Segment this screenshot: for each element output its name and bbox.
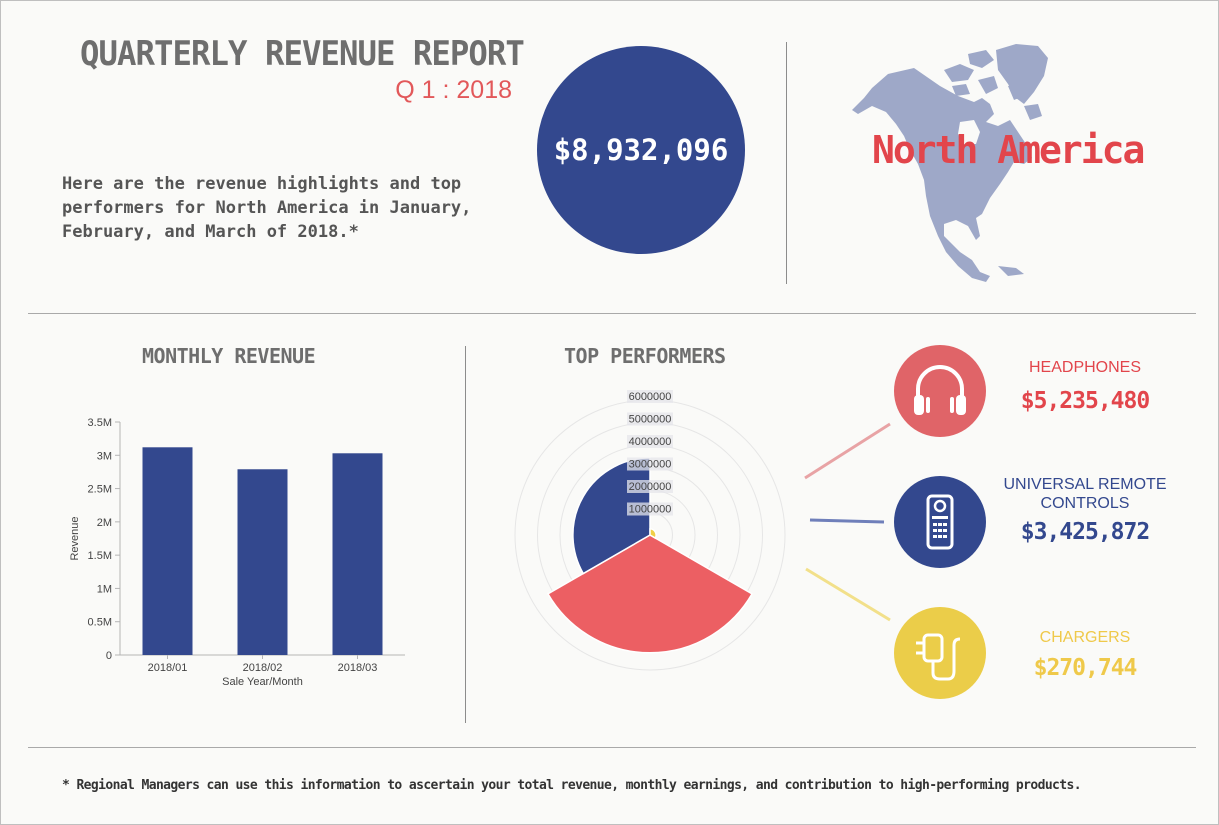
bar-2018/02 xyxy=(237,469,288,655)
monthly-revenue-title: MONTHLY REVENUE xyxy=(142,344,316,368)
radial-tick-label: 3000000 xyxy=(629,459,672,471)
bar-2018/03 xyxy=(332,453,383,655)
remote-badge xyxy=(894,476,986,568)
performer-value: $270,744 xyxy=(1033,655,1138,681)
section-divider-top xyxy=(28,313,1196,314)
y-tick-label: 3.5M xyxy=(88,417,112,429)
radial-tick-label: 4000000 xyxy=(629,436,672,448)
x-tick-label: 2018/03 xyxy=(338,662,378,674)
headphones-badge xyxy=(894,345,986,437)
radial-tick-label: 1000000 xyxy=(629,504,672,516)
performer-value: $3,425,872 xyxy=(1020,519,1150,545)
header-divider xyxy=(786,42,787,284)
y-tick-label: 0 xyxy=(106,650,112,662)
connector-remote xyxy=(809,518,885,524)
radial-tick-bg xyxy=(627,480,673,493)
top-performers-chart: 1000000 2000000 3000000 4000000 5000000 60000… xyxy=(514,390,786,671)
slice-0 xyxy=(546,534,754,654)
remote-control-icon xyxy=(926,494,954,550)
footnote: * Regional Managers can use this informa… xyxy=(62,778,1082,793)
headphones-icon xyxy=(914,365,966,415)
x-tick-label: 2018/01 xyxy=(148,662,188,674)
y-tick-label: 2.5M xyxy=(88,484,112,496)
radial-tick-bg xyxy=(627,502,673,516)
y-tick-label: 2M xyxy=(97,517,112,529)
y-tick-label: 1.5M xyxy=(88,550,112,562)
performer-name: UNIVERSAL REMOTE CONTROLS xyxy=(1003,476,1167,512)
performer-name: CHARGERS xyxy=(1039,629,1131,646)
total-revenue-badge: $8,932,096 xyxy=(537,46,745,254)
connector-chargers xyxy=(805,567,891,622)
radial-tick-bg xyxy=(627,435,673,448)
section-divider-bottom xyxy=(28,747,1196,748)
y-tick-label: 1M xyxy=(97,583,112,595)
top-performers-title: TOP PERFORMERS xyxy=(564,344,726,368)
slice-2 xyxy=(649,528,657,540)
y-tick-label: 3M xyxy=(97,450,112,462)
y-tick-label: 0.5M xyxy=(88,617,112,629)
charger-icon xyxy=(916,633,961,681)
total-revenue-value: $8,932,096 xyxy=(553,133,729,167)
performer-value: $5,235,480 xyxy=(1020,388,1150,414)
radial-tick-bg xyxy=(627,457,673,471)
y-axis-label: Revenue xyxy=(69,516,81,560)
connector-headphones xyxy=(804,422,891,480)
performer-name: HEADPHONES xyxy=(1028,359,1142,376)
intro-text: Here are the revenue highlights and top … xyxy=(62,174,472,242)
radial-tick-label: 5000000 xyxy=(629,414,672,426)
north-america-map-icon xyxy=(852,44,1048,282)
performer-connectors xyxy=(804,422,891,622)
chart-divider xyxy=(465,346,466,723)
region-name: North America xyxy=(872,128,1145,172)
x-axis-label: Sale Year/Month xyxy=(222,676,303,688)
radial-tick-bg xyxy=(627,390,673,403)
chargers-badge xyxy=(894,607,986,699)
page-subtitle: Q 1 : 2018 xyxy=(395,76,512,104)
bar-2018/01 xyxy=(142,447,193,655)
radial-tick-label: 6000000 xyxy=(629,391,672,403)
radial-tick-bg xyxy=(627,412,673,426)
monthly-revenue-chart: 0 0.5M 1M 1.5M 2M 2.5M 3M 3.5M 2018/01 2018/02 201… xyxy=(69,417,405,688)
radial-tick-label: 2000000 xyxy=(629,481,672,493)
page-title: QUARTERLY REVENUE REPORT xyxy=(80,34,525,74)
x-tick-label: 2018/02 xyxy=(243,662,283,674)
